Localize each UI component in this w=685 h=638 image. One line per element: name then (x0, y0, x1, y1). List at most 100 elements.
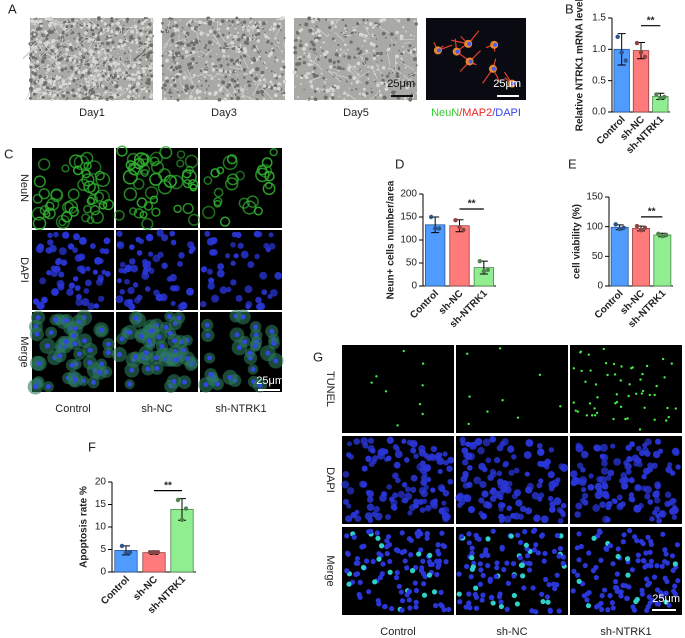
cell (127, 83, 132, 88)
cell (373, 54, 376, 57)
neurite (76, 61, 91, 66)
nucleus (420, 558, 426, 564)
cell (86, 160, 102, 175)
cell (294, 68, 298, 71)
nucleus (148, 267, 155, 275)
data-point (477, 258, 483, 264)
cell (308, 52, 311, 55)
cell (415, 54, 418, 57)
cell (81, 173, 95, 187)
cell (394, 41, 396, 44)
cell (252, 58, 257, 63)
cell (256, 28, 261, 33)
cell (105, 28, 110, 32)
cell (106, 41, 110, 46)
cell (302, 46, 307, 51)
cell (135, 96, 137, 99)
cell (46, 197, 60, 211)
nucleus (596, 602, 602, 608)
neurite (199, 73, 213, 77)
nucleus (404, 492, 413, 501)
cell (274, 60, 276, 63)
cell (236, 58, 239, 62)
cell (89, 56, 91, 59)
nucleus (551, 479, 560, 488)
nucleus (456, 591, 462, 597)
nucleus (546, 581, 552, 588)
nucleus (618, 589, 624, 595)
cell (32, 216, 47, 231)
nucleus (385, 534, 392, 540)
cell (135, 88, 139, 93)
cell (147, 59, 149, 61)
cell (100, 19, 104, 23)
cell (103, 22, 108, 26)
neurite (82, 17, 92, 26)
cell (280, 29, 282, 31)
data-point (183, 506, 189, 511)
nucleus (169, 230, 176, 237)
nucleus (346, 452, 352, 458)
neurite (254, 73, 265, 85)
cell (51, 17, 53, 19)
cell (312, 66, 317, 70)
cell (196, 85, 199, 88)
neurite (98, 74, 101, 89)
cell (347, 68, 351, 72)
nucleus (554, 572, 560, 578)
nucleus (619, 477, 626, 484)
cell (168, 174, 184, 190)
nucleus (485, 563, 491, 569)
nucleus (98, 276, 104, 283)
cell (96, 94, 99, 97)
cell (385, 82, 389, 86)
y-tick-label: 0.5 (592, 75, 606, 86)
cell (123, 36, 126, 38)
cell (57, 66, 59, 68)
nucleus (360, 437, 368, 445)
neurite (33, 63, 44, 71)
panel-letter: E (568, 156, 577, 171)
nucleus (71, 333, 77, 339)
nucleus (479, 480, 487, 489)
cell (223, 54, 226, 58)
cell (52, 93, 56, 98)
cell (72, 45, 74, 48)
nucleus (579, 478, 587, 487)
cell (337, 43, 340, 47)
cell (149, 33, 153, 38)
cell (68, 46, 73, 50)
cell (108, 38, 112, 42)
nucleus (45, 247, 53, 254)
cell (400, 54, 402, 57)
cell (81, 213, 91, 223)
nucleus (208, 372, 214, 378)
nucleus (129, 367, 135, 373)
nucleus (652, 510, 658, 516)
nucleus (664, 500, 671, 508)
nucleus (58, 247, 67, 256)
cell (145, 91, 148, 94)
cell (264, 34, 269, 39)
cell (299, 23, 302, 26)
cell (387, 47, 391, 52)
neurite (307, 76, 321, 83)
nucleus (446, 606, 452, 613)
error-bar (617, 33, 626, 66)
nucleus (556, 553, 562, 559)
cell (235, 20, 240, 24)
nucleus (404, 486, 411, 493)
neurite (246, 23, 262, 33)
nucleus (375, 535, 381, 541)
row-label: NeuN (18, 174, 30, 202)
cell (116, 72, 119, 74)
cell (229, 33, 232, 35)
nucleus (61, 231, 70, 239)
cell (87, 40, 90, 43)
nucleus (461, 447, 469, 455)
nucleus (119, 261, 126, 268)
neurite (89, 68, 100, 85)
cell (149, 69, 152, 72)
nucleus (267, 293, 273, 300)
nucleus (652, 450, 661, 459)
